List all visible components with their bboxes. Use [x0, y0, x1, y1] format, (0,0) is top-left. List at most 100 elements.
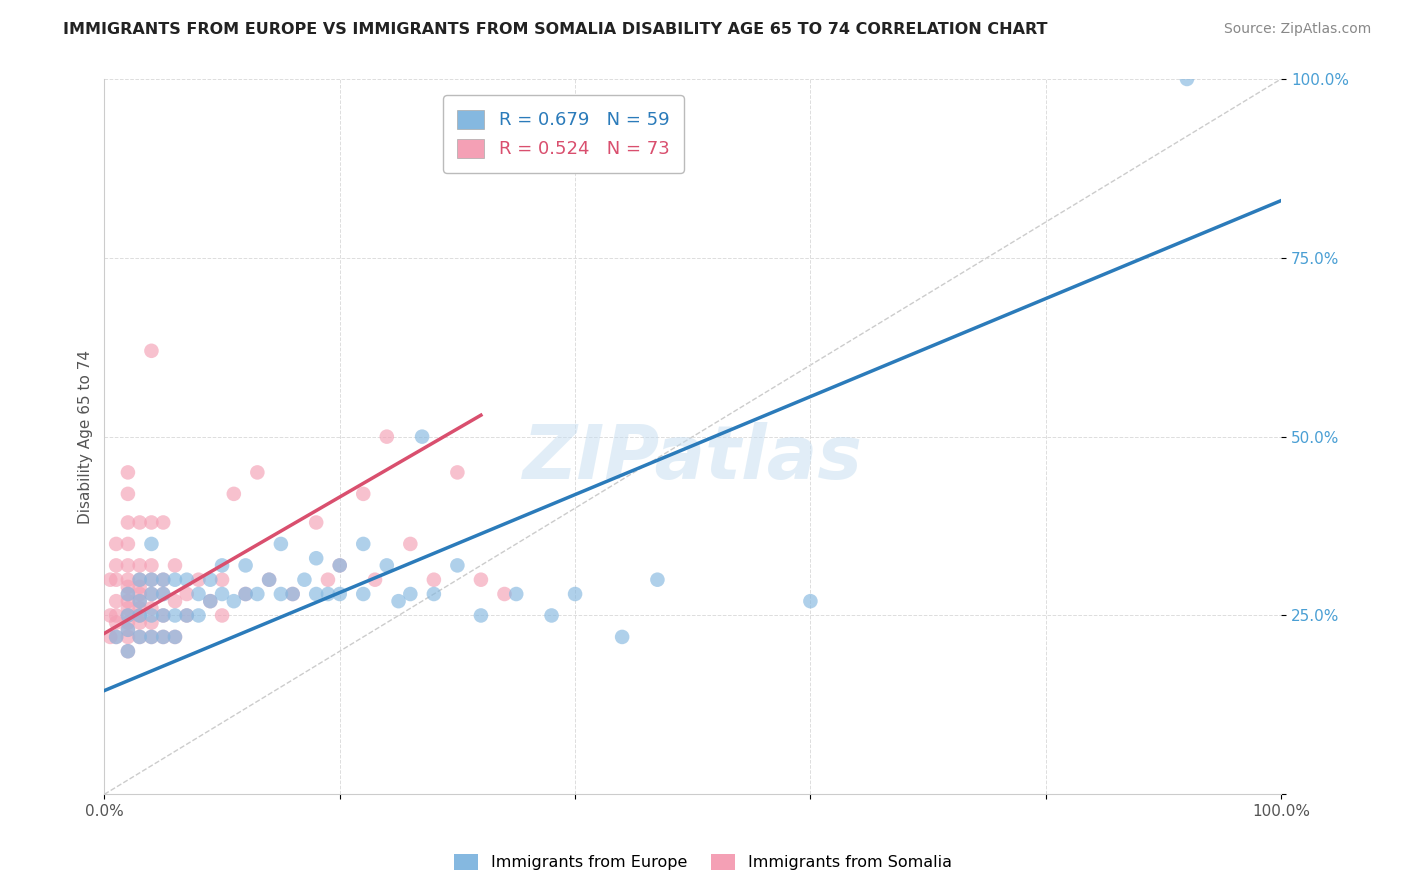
Point: [128, 573, 150, 587]
Point: [200, 573, 222, 587]
Point: [105, 573, 128, 587]
Point: [141, 516, 163, 530]
Point: [163, 594, 186, 608]
Point: [152, 630, 174, 644]
Point: [141, 615, 163, 630]
Point: [141, 573, 163, 587]
Point: [141, 601, 163, 615]
Point: [117, 644, 139, 658]
Point: [387, 594, 409, 608]
Point: [105, 537, 128, 551]
Point: [128, 608, 150, 623]
Point: [411, 430, 433, 444]
Point: [117, 608, 139, 623]
Point: [105, 630, 128, 644]
Point: [128, 630, 150, 644]
Point: [647, 573, 669, 587]
Point: [117, 487, 139, 501]
Point: [610, 630, 633, 644]
Point: [128, 580, 150, 594]
Point: [505, 587, 527, 601]
Point: [235, 558, 257, 573]
Point: [270, 587, 292, 601]
Point: [141, 608, 163, 623]
Point: [117, 516, 139, 530]
Point: [98, 608, 121, 623]
Point: [235, 587, 257, 601]
Point: [235, 587, 257, 601]
Point: [446, 558, 468, 573]
Point: [281, 587, 304, 601]
Point: [270, 537, 292, 551]
Point: [117, 594, 139, 608]
Point: [176, 608, 198, 623]
Point: [163, 558, 186, 573]
Point: [423, 573, 446, 587]
Point: [176, 587, 198, 601]
Point: [200, 594, 222, 608]
Point: [222, 594, 245, 608]
Point: [152, 573, 174, 587]
Point: [211, 587, 233, 601]
Point: [246, 466, 269, 480]
Point: [163, 608, 186, 623]
Point: [117, 630, 139, 644]
Point: [152, 573, 174, 587]
Point: [117, 587, 139, 601]
Point: [117, 466, 139, 480]
Point: [187, 587, 209, 601]
Point: [141, 587, 163, 601]
Point: [257, 573, 280, 587]
Point: [281, 587, 304, 601]
Point: [152, 587, 174, 601]
Point: [128, 558, 150, 573]
Point: [152, 608, 174, 623]
Point: [98, 573, 121, 587]
Point: [128, 601, 150, 615]
Point: [128, 608, 150, 623]
Legend: R = 0.679   N = 59, R = 0.524   N = 73: R = 0.679 N = 59, R = 0.524 N = 73: [443, 95, 685, 173]
Point: [128, 630, 150, 644]
Point: [117, 580, 139, 594]
Point: [152, 608, 174, 623]
Y-axis label: Disability Age 65 to 74: Disability Age 65 to 74: [79, 350, 93, 524]
Point: [105, 608, 128, 623]
Point: [200, 594, 222, 608]
Point: [117, 558, 139, 573]
Text: Source: ZipAtlas.com: Source: ZipAtlas.com: [1223, 22, 1371, 37]
Point: [128, 615, 150, 630]
Point: [375, 558, 398, 573]
Point: [470, 608, 492, 623]
Point: [329, 558, 352, 573]
Point: [211, 608, 233, 623]
Point: [128, 587, 150, 601]
Point: [105, 558, 128, 573]
Point: [105, 615, 128, 630]
Point: [141, 630, 163, 644]
Point: [117, 623, 139, 637]
Point: [117, 587, 139, 601]
Point: [564, 587, 586, 601]
Point: [141, 558, 163, 573]
Point: [105, 630, 128, 644]
Point: [540, 608, 562, 623]
Point: [128, 573, 150, 587]
Point: [128, 594, 150, 608]
Point: [1175, 72, 1198, 87]
Point: [799, 594, 821, 608]
Point: [294, 573, 316, 587]
Point: [246, 587, 269, 601]
Point: [176, 608, 198, 623]
Point: [152, 516, 174, 530]
Point: [364, 573, 387, 587]
Text: IMMIGRANTS FROM EUROPE VS IMMIGRANTS FROM SOMALIA DISABILITY AGE 65 TO 74 CORREL: IMMIGRANTS FROM EUROPE VS IMMIGRANTS FRO…: [63, 22, 1047, 37]
Legend: Immigrants from Europe, Immigrants from Somalia: Immigrants from Europe, Immigrants from …: [447, 847, 959, 877]
Point: [117, 608, 139, 623]
Point: [222, 487, 245, 501]
Point: [117, 623, 139, 637]
Point: [352, 537, 374, 551]
Point: [141, 343, 163, 358]
Point: [446, 466, 468, 480]
Point: [187, 608, 209, 623]
Point: [211, 573, 233, 587]
